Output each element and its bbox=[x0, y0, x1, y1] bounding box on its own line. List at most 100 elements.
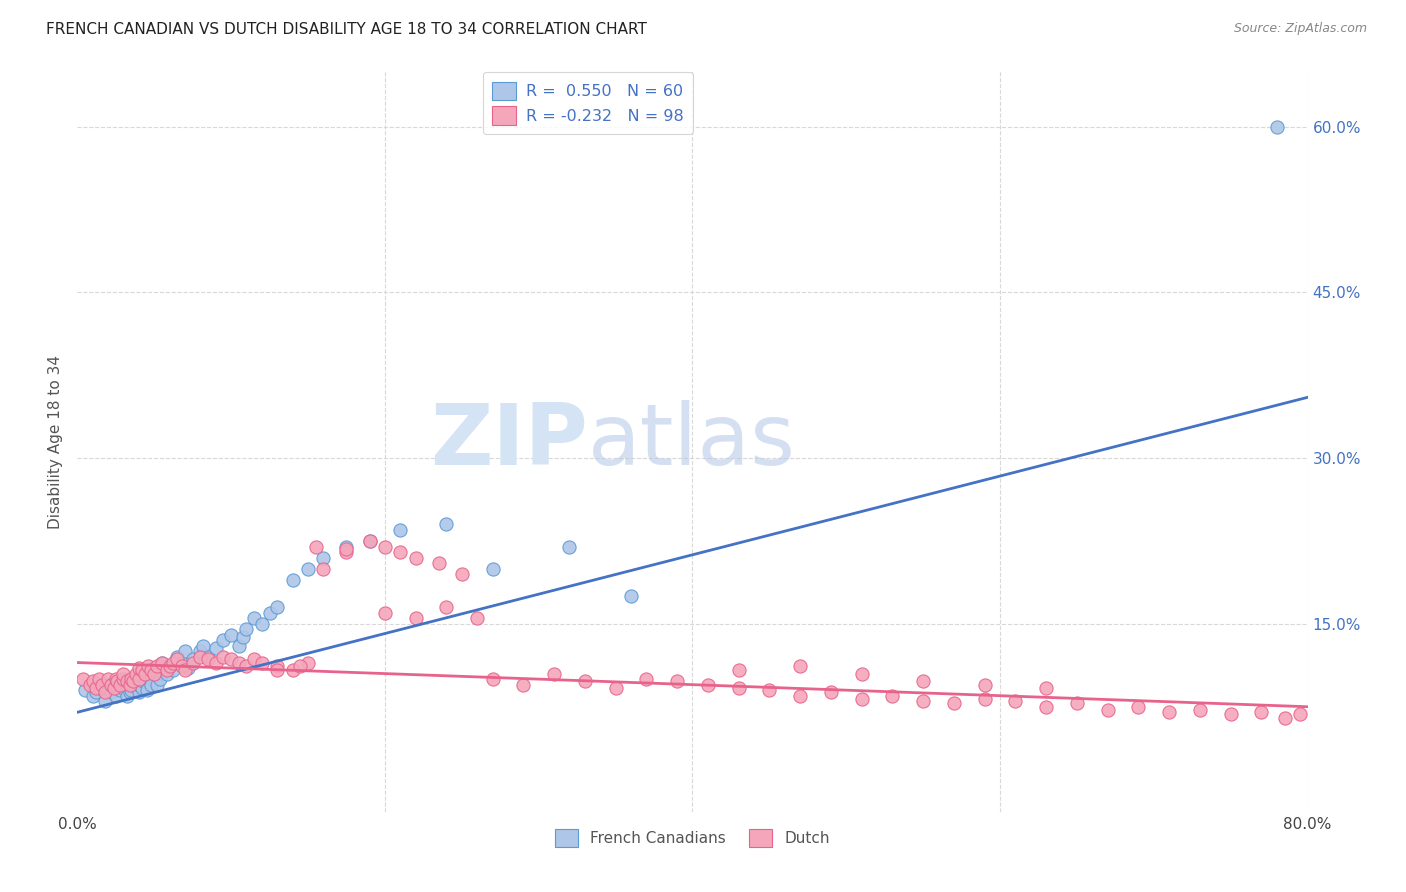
Point bbox=[170, 656, 193, 670]
Point bbox=[197, 652, 219, 666]
Point bbox=[558, 540, 581, 554]
Point bbox=[134, 666, 156, 681]
Point bbox=[266, 658, 288, 673]
Point bbox=[104, 672, 127, 686]
Point bbox=[159, 658, 181, 673]
Point bbox=[758, 683, 780, 698]
Point bbox=[882, 689, 904, 703]
Point bbox=[170, 658, 193, 673]
Point bbox=[235, 623, 257, 637]
Point bbox=[481, 672, 503, 686]
Point bbox=[143, 666, 166, 681]
Point bbox=[912, 694, 935, 708]
Point bbox=[87, 672, 110, 686]
Point bbox=[297, 656, 319, 670]
Point bbox=[84, 685, 107, 699]
Text: FRENCH CANADIAN VS DUTCH DISABILITY AGE 18 TO 34 CORRELATION CHART: FRENCH CANADIAN VS DUTCH DISABILITY AGE … bbox=[46, 22, 647, 37]
Point bbox=[297, 561, 319, 575]
Point bbox=[197, 650, 219, 665]
Point bbox=[112, 674, 135, 689]
Point bbox=[141, 663, 163, 677]
Point bbox=[1035, 699, 1057, 714]
Point bbox=[136, 666, 159, 681]
Point bbox=[166, 652, 188, 666]
Point bbox=[128, 672, 150, 686]
Point bbox=[149, 672, 172, 686]
Point bbox=[110, 678, 132, 692]
Point bbox=[789, 658, 811, 673]
Point bbox=[150, 656, 173, 670]
Point bbox=[405, 550, 427, 565]
Legend: French Canadians, Dutch: French Canadians, Dutch bbox=[546, 820, 839, 856]
Point bbox=[212, 650, 235, 665]
Point bbox=[219, 628, 242, 642]
Point bbox=[188, 650, 212, 665]
Point bbox=[97, 672, 120, 686]
Point bbox=[121, 678, 143, 692]
Point bbox=[335, 541, 357, 556]
Point bbox=[481, 561, 503, 575]
Point bbox=[250, 616, 273, 631]
Point bbox=[1004, 694, 1026, 708]
Point bbox=[942, 697, 965, 711]
Point bbox=[266, 663, 288, 677]
Point bbox=[155, 666, 177, 681]
Point bbox=[94, 694, 117, 708]
Point bbox=[312, 561, 335, 575]
Point bbox=[120, 683, 142, 698]
Point bbox=[141, 678, 163, 692]
Point bbox=[166, 650, 188, 665]
Point bbox=[235, 658, 257, 673]
Point bbox=[105, 674, 128, 689]
Text: atlas: atlas bbox=[588, 400, 796, 483]
Point bbox=[851, 692, 873, 706]
Point bbox=[82, 689, 104, 703]
Point bbox=[243, 652, 266, 666]
Point bbox=[266, 600, 288, 615]
Point bbox=[973, 692, 995, 706]
Point bbox=[1219, 707, 1241, 722]
Point bbox=[89, 681, 111, 695]
Point bbox=[1128, 699, 1150, 714]
Point bbox=[135, 683, 157, 698]
Point bbox=[181, 652, 204, 666]
Point bbox=[666, 674, 689, 689]
Point bbox=[374, 606, 396, 620]
Point bbox=[1159, 706, 1181, 720]
Point bbox=[115, 689, 138, 703]
Point bbox=[335, 540, 357, 554]
Point bbox=[228, 656, 250, 670]
Point bbox=[1289, 707, 1312, 722]
Point bbox=[973, 678, 995, 692]
Point bbox=[212, 633, 235, 648]
Point bbox=[159, 658, 181, 673]
Point bbox=[436, 517, 458, 532]
Point bbox=[84, 681, 107, 695]
Point bbox=[112, 681, 135, 695]
Point bbox=[436, 600, 458, 615]
Point bbox=[150, 656, 173, 670]
Point bbox=[118, 685, 141, 699]
Point bbox=[100, 678, 122, 692]
Point bbox=[727, 663, 749, 677]
Point bbox=[312, 550, 335, 565]
Point bbox=[1188, 703, 1211, 717]
Point bbox=[727, 681, 749, 695]
Point bbox=[696, 678, 718, 692]
Point bbox=[1066, 697, 1088, 711]
Point bbox=[574, 674, 596, 689]
Point bbox=[281, 573, 304, 587]
Point bbox=[450, 567, 472, 582]
Point bbox=[219, 652, 242, 666]
Point bbox=[97, 678, 120, 692]
Point bbox=[636, 672, 658, 686]
Point bbox=[181, 656, 204, 670]
Point bbox=[1274, 711, 1296, 725]
Point bbox=[128, 685, 150, 699]
Point bbox=[1250, 706, 1272, 720]
Point bbox=[146, 658, 169, 673]
Point bbox=[1265, 120, 1288, 134]
Point bbox=[374, 540, 396, 554]
Point bbox=[820, 685, 842, 699]
Point bbox=[204, 641, 226, 656]
